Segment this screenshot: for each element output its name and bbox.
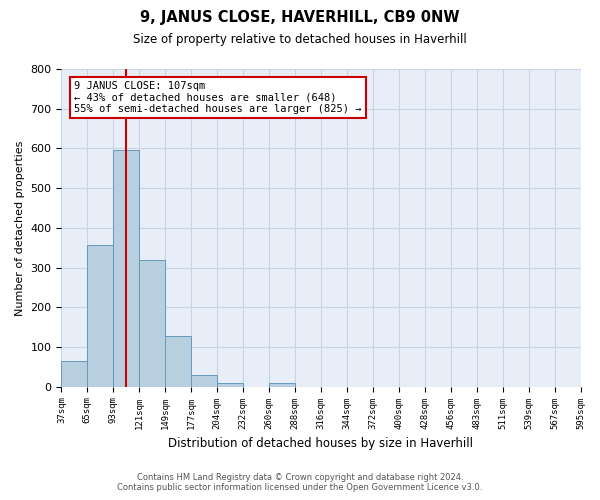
Bar xyxy=(113,150,139,386)
Bar xyxy=(165,336,191,386)
X-axis label: Distribution of detached houses by size in Haverhill: Distribution of detached houses by size … xyxy=(169,437,473,450)
Y-axis label: Number of detached properties: Number of detached properties xyxy=(15,140,25,316)
Bar xyxy=(269,382,295,386)
Text: 9 JANUS CLOSE: 107sqm
← 43% of detached houses are smaller (648)
55% of semi-det: 9 JANUS CLOSE: 107sqm ← 43% of detached … xyxy=(74,81,362,114)
Text: Size of property relative to detached houses in Haverhill: Size of property relative to detached ho… xyxy=(133,32,467,46)
Bar xyxy=(139,260,165,386)
Text: Contains HM Land Registry data © Crown copyright and database right 2024.
Contai: Contains HM Land Registry data © Crown c… xyxy=(118,473,482,492)
Bar xyxy=(61,361,88,386)
Bar xyxy=(191,375,217,386)
Bar xyxy=(217,382,243,386)
Bar xyxy=(88,244,113,386)
Text: 9, JANUS CLOSE, HAVERHILL, CB9 0NW: 9, JANUS CLOSE, HAVERHILL, CB9 0NW xyxy=(140,10,460,25)
